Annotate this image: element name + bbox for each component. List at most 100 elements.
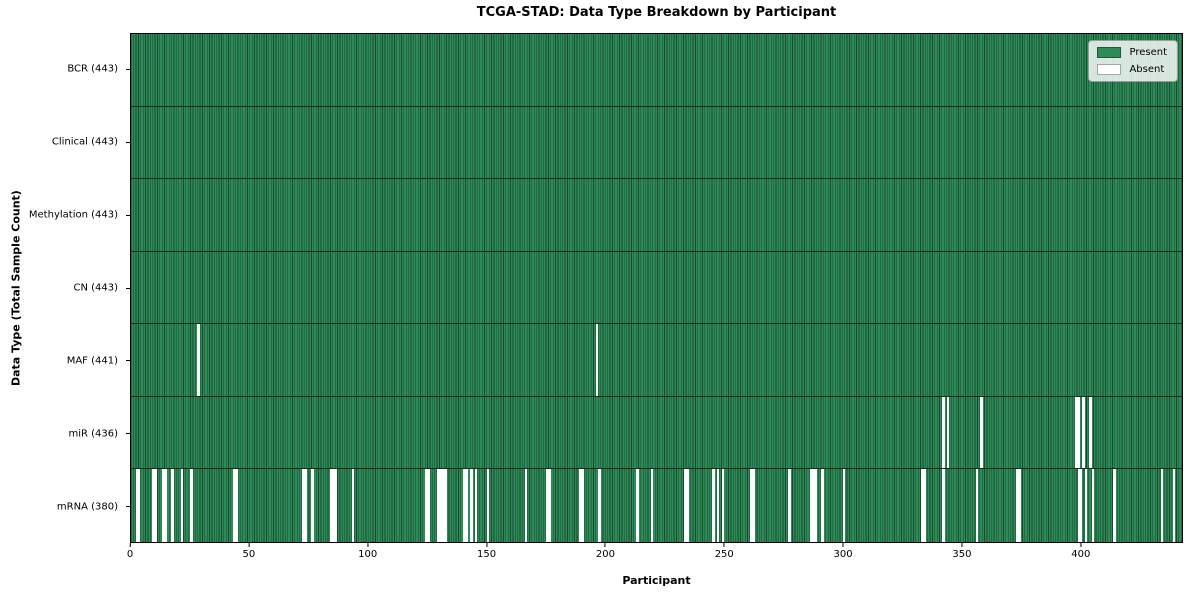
absent-cell bbox=[465, 469, 468, 542]
x-tick: 100 bbox=[358, 543, 377, 560]
y-tick-label: mRNA (380) bbox=[56, 501, 118, 513]
absent-cell bbox=[351, 469, 354, 542]
x-tick-label: 200 bbox=[595, 549, 615, 560]
x-tick-mark bbox=[1080, 543, 1082, 547]
absent-cell bbox=[750, 469, 753, 542]
x-tick-label: 0 bbox=[126, 549, 134, 560]
absent-cell bbox=[427, 469, 430, 542]
x-tick: 0 bbox=[127, 543, 133, 560]
absent-cell bbox=[923, 469, 926, 542]
absent-cell bbox=[1082, 396, 1085, 469]
absent-cell bbox=[233, 469, 236, 542]
x-tick-mark bbox=[486, 543, 488, 547]
absent-cell bbox=[1089, 396, 1092, 469]
absent-cell bbox=[581, 469, 585, 542]
absent-cell bbox=[683, 469, 687, 542]
absent-cell bbox=[161, 469, 165, 542]
x-tick-label: 400 bbox=[1071, 549, 1091, 560]
absent-cell bbox=[809, 469, 812, 542]
absent-cell bbox=[814, 469, 817, 542]
y-tick-mark bbox=[126, 68, 130, 70]
y-tick-label: Methylation (443) bbox=[28, 209, 118, 221]
absent-cell bbox=[463, 469, 466, 542]
absent-cell bbox=[579, 469, 582, 542]
y-tick-mark bbox=[126, 141, 130, 143]
absent-cell bbox=[788, 469, 791, 542]
x-tick-mark bbox=[961, 543, 963, 547]
y-tick-mark bbox=[126, 287, 130, 289]
absent-cell bbox=[980, 396, 983, 469]
absent-cell bbox=[596, 324, 599, 396]
y-tick-label: CN (443) bbox=[73, 282, 118, 294]
absent-cell bbox=[190, 469, 193, 542]
heatmap-row bbox=[131, 396, 1182, 470]
absent-cell bbox=[1172, 469, 1175, 542]
y-tick-mark bbox=[126, 433, 130, 435]
legend-entry-present: Present bbox=[1097, 47, 1167, 58]
x-tick-mark bbox=[367, 543, 369, 547]
x-tick-mark bbox=[842, 543, 844, 547]
legend-swatch-absent-icon bbox=[1097, 64, 1122, 75]
y-axis-tick-labels: BCR (443) Clinical (443) Methylation (443)… bbox=[0, 33, 130, 543]
y-tick-mark bbox=[126, 506, 130, 508]
heatmap-row bbox=[131, 179, 1182, 252]
absent-cell bbox=[1084, 469, 1088, 542]
y-tick-label: MAF (441) bbox=[66, 355, 118, 367]
heatmap-row bbox=[131, 34, 1182, 107]
absent-cell bbox=[152, 469, 155, 542]
absent-cell bbox=[947, 396, 950, 469]
absent-cell bbox=[180, 469, 184, 542]
absent-cell bbox=[304, 469, 307, 542]
absent-cell bbox=[975, 469, 978, 542]
absent-cell bbox=[712, 469, 715, 542]
absent-cell bbox=[138, 469, 141, 542]
absent-cell bbox=[1091, 469, 1095, 542]
absent-cell bbox=[636, 469, 639, 542]
absent-cell bbox=[475, 469, 478, 542]
heatmap-row bbox=[131, 324, 1182, 397]
absent-cell bbox=[171, 469, 174, 542]
chart-title: TCGA-STAD: Data Type Breakdown by Partic… bbox=[476, 5, 837, 20]
x-axis-title: Participant bbox=[622, 574, 691, 587]
absent-cell bbox=[439, 469, 442, 542]
absent-cell bbox=[335, 469, 338, 542]
absent-cell bbox=[425, 469, 428, 542]
x-tick-mark bbox=[129, 543, 131, 547]
absent-cell bbox=[164, 469, 167, 542]
x-tick: 50 bbox=[242, 543, 255, 560]
legend-swatch-present-icon bbox=[1097, 47, 1122, 58]
absent-cell bbox=[486, 469, 490, 542]
absent-cell bbox=[1075, 396, 1078, 469]
x-tick: 350 bbox=[952, 543, 971, 560]
absent-cell bbox=[441, 469, 445, 542]
x-tick-mark bbox=[248, 543, 250, 547]
x-tick: 150 bbox=[477, 543, 496, 560]
absent-cell bbox=[942, 469, 945, 542]
absent-cell bbox=[470, 469, 473, 542]
absent-cell bbox=[721, 469, 725, 542]
absent-cell bbox=[942, 396, 945, 469]
absent-cell bbox=[235, 469, 238, 542]
absent-cell bbox=[1015, 469, 1019, 542]
absent-cell bbox=[444, 469, 447, 542]
x-tick-label: 50 bbox=[242, 549, 256, 560]
absent-cell bbox=[1077, 396, 1080, 469]
x-tick: 200 bbox=[596, 543, 615, 560]
y-tick-mark bbox=[126, 214, 130, 216]
heatmap-plot-area bbox=[130, 33, 1183, 543]
x-tick-label: 300 bbox=[833, 549, 853, 560]
absent-cell bbox=[135, 469, 139, 542]
x-tick: 250 bbox=[715, 543, 734, 560]
x-axis: 0 50 100 150 200 250 300 350 400 bbox=[127, 543, 1183, 567]
absent-cell bbox=[330, 469, 333, 542]
absent-cell bbox=[650, 469, 653, 542]
x-tick-label: 250 bbox=[714, 549, 734, 560]
absent-cell bbox=[921, 469, 924, 542]
heatmap-row bbox=[131, 469, 1182, 542]
absent-cell bbox=[548, 469, 551, 542]
x-tick: 300 bbox=[834, 543, 853, 560]
x-tick-mark bbox=[604, 543, 606, 547]
x-tick-label: 350 bbox=[952, 549, 972, 560]
y-tick-label: BCR (443) bbox=[67, 63, 118, 75]
